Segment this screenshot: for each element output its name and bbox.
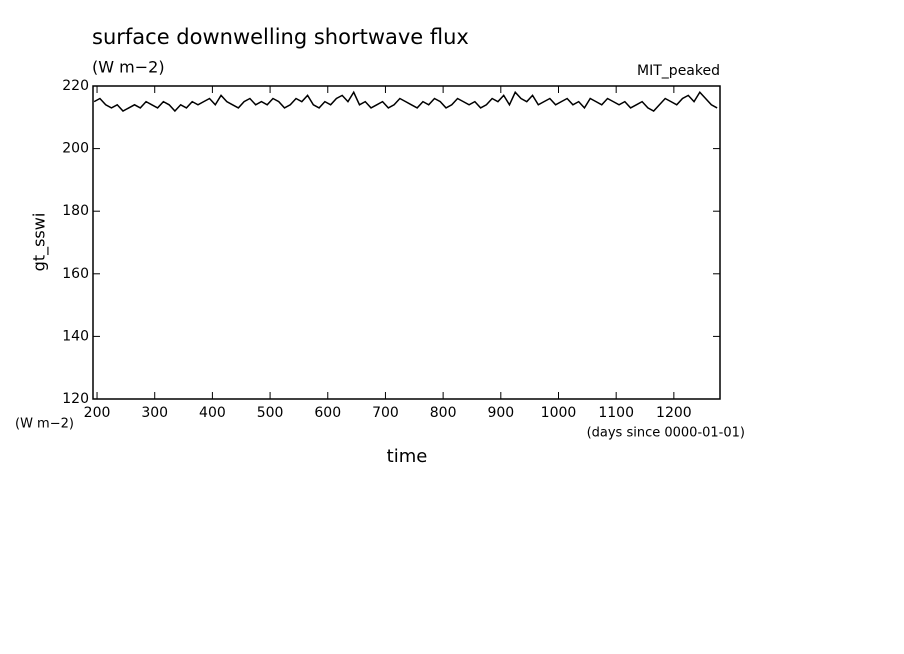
x-tick-label: 200: [84, 405, 111, 421]
x-tick-label: 300: [141, 405, 168, 421]
x-tick-label: 500: [257, 405, 284, 421]
x-tick-label: 900: [487, 405, 514, 421]
annotation: MIT_peaked: [637, 63, 720, 79]
y-axis-unit: (W m−2): [15, 417, 74, 432]
y-axis-label: gt_sswi: [30, 213, 50, 272]
x-axis-label: time: [387, 446, 428, 467]
x-tick-label: 400: [199, 405, 226, 421]
x-tick-label: 600: [314, 405, 341, 421]
y-tick-label: 120: [62, 391, 89, 407]
data-line: [93, 90, 718, 113]
x-tick-label: 700: [372, 405, 399, 421]
chart-subtitle: (W m−2): [92, 58, 165, 77]
x-tick-label: 1100: [598, 405, 634, 421]
y-tick-label: 180: [62, 203, 89, 219]
x-axis-unit: (days since 0000-01-01): [587, 426, 745, 441]
y-tick-label: 140: [62, 328, 89, 344]
y-tick-label: 220: [62, 78, 89, 94]
y-tick-label: 200: [62, 141, 89, 157]
x-tick-label: 1200: [656, 405, 692, 421]
x-tick-label: 1000: [541, 405, 577, 421]
x-tick-label: 800: [430, 405, 457, 421]
y-tick-label: 160: [62, 266, 89, 282]
chart-title: surface downwelling shortwave flux: [92, 25, 469, 49]
plot-frame: [92, 85, 721, 400]
